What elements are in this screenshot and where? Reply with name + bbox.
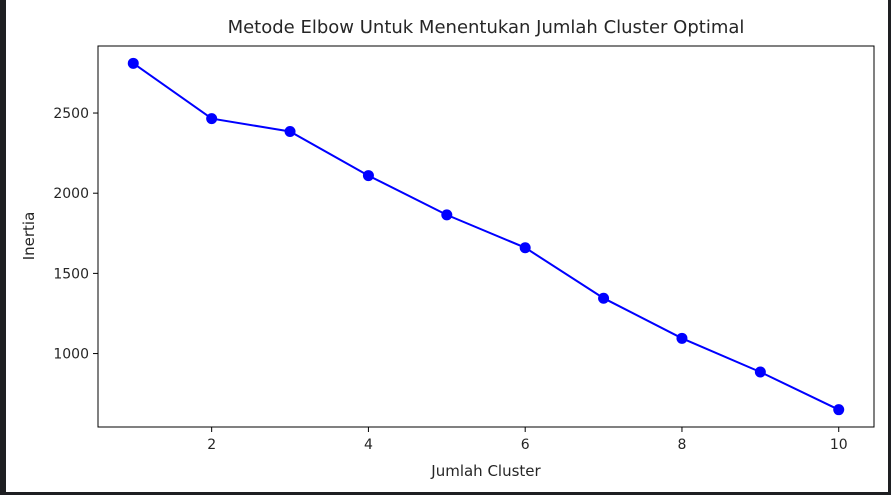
y-tick-label: 1500: [53, 266, 89, 282]
x-tick-label: 4: [364, 437, 373, 453]
data-point: [441, 209, 453, 221]
data-point: [127, 57, 139, 69]
data-point: [206, 113, 218, 125]
y-axis-label: Inertia: [20, 212, 38, 261]
x-tick-label: 8: [677, 437, 686, 453]
elbow-chart: Metode Elbow Untuk Menentukan Jumlah Clu…: [20, 17, 875, 480]
y-tick-label: 2500: [53, 106, 89, 122]
chart-figure: Metode Elbow Untuk Menentukan Jumlah Clu…: [6, 0, 888, 492]
x-tick-label: 10: [830, 437, 848, 453]
data-point: [676, 332, 688, 344]
x-tick-label: 2: [207, 437, 216, 453]
series-line: [132, 62, 840, 411]
data-point: [833, 404, 845, 416]
y-tick-label: 2000: [53, 186, 89, 202]
chart-title: Metode Elbow Untuk Menentukan Jumlah Clu…: [228, 17, 745, 38]
data-point: [284, 125, 296, 137]
x-tick-label: 6: [521, 437, 530, 453]
data-point: [598, 292, 610, 304]
series-layer: [127, 57, 845, 416]
data-point: [754, 366, 766, 378]
plot-area-frame: [97, 45, 875, 428]
x-axis: 2 4 6 8 10: [207, 427, 848, 453]
data-point: [519, 242, 531, 254]
y-tick-label: 1000: [53, 347, 89, 363]
y-axis: 1000 1500 2000 2500: [53, 106, 98, 363]
x-axis-label: Jumlah Cluster: [430, 462, 541, 480]
data-point: [362, 170, 374, 182]
